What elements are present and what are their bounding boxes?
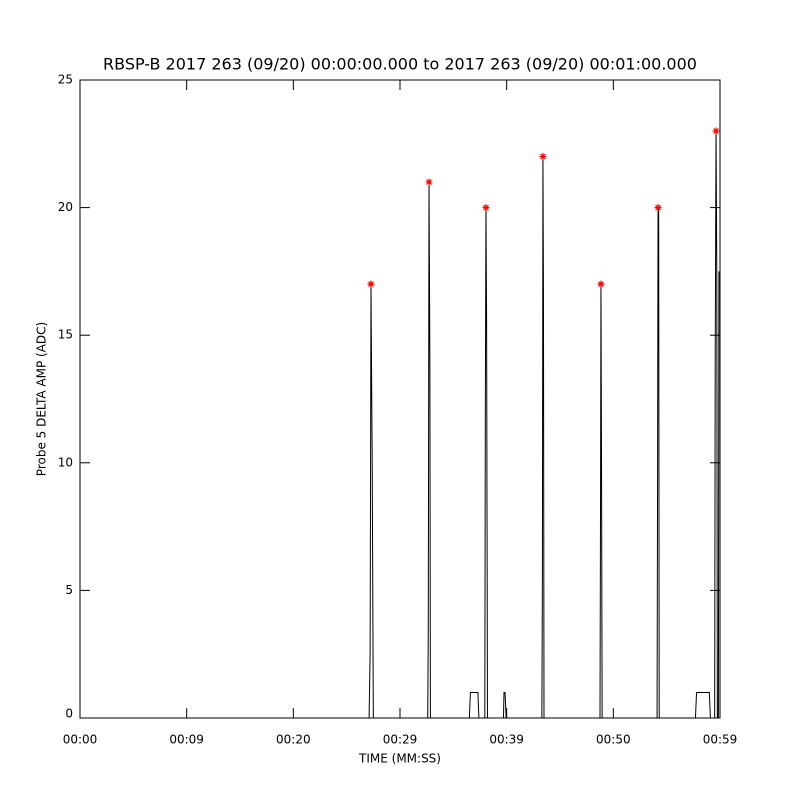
y-tick-label: 20 <box>58 200 73 214</box>
y-tick-label: 10 <box>58 455 73 469</box>
x-axis-label: TIME (MM:SS) <box>358 752 441 766</box>
peak-marker <box>425 178 433 186</box>
y-tick-label: 15 <box>58 328 73 342</box>
y-tick-label: 25 <box>58 73 73 87</box>
data-line <box>80 131 720 719</box>
peak-marker <box>482 204 490 212</box>
x-tick-label: 00:09 <box>169 733 204 747</box>
y-tick-label: 5 <box>65 583 73 597</box>
peak-marker <box>539 153 547 161</box>
x-tick-label: 00:50 <box>596 733 631 747</box>
x-tick-label: 00:59 <box>703 733 738 747</box>
y-tick-label: 0 <box>65 707 73 721</box>
x-tick-label: 00:20 <box>276 733 311 747</box>
peak-marker <box>654 204 662 212</box>
x-tick-label: 00:39 <box>489 733 524 747</box>
x-tick-label: 00:29 <box>383 733 418 747</box>
chart-title: RBSP-B 2017 263 (09/20) 00:00:00.000 to … <box>103 55 697 74</box>
peak-marker <box>367 280 375 288</box>
peak-marker <box>597 280 605 288</box>
x-tick-label: 00:00 <box>63 733 98 747</box>
y-axis-label: Probe 5 DELTA AMP (ADC) <box>35 322 49 476</box>
peak-marker <box>712 127 720 135</box>
